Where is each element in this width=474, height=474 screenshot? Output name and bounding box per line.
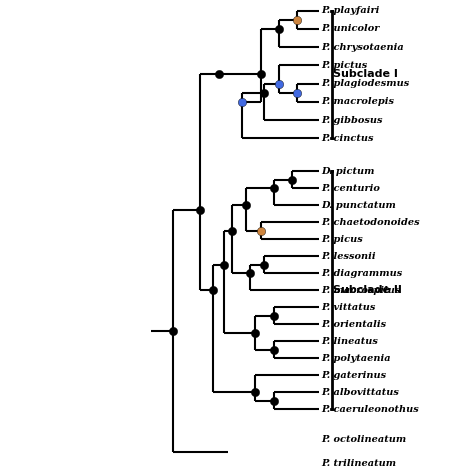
Text: P. plagiodesmus: P. plagiodesmus xyxy=(321,79,409,88)
Text: P. orientalis: P. orientalis xyxy=(321,319,386,328)
Text: P. cinctus: P. cinctus xyxy=(321,134,374,143)
Text: P. pictus: P. pictus xyxy=(321,61,367,70)
Text: P. gaterinus: P. gaterinus xyxy=(321,371,386,380)
Text: P. chrysotaenia: P. chrysotaenia xyxy=(321,43,404,52)
Text: P. trilineatum: P. trilineatum xyxy=(321,459,396,468)
Text: P. unicolor: P. unicolor xyxy=(321,24,379,33)
Text: P. macrolepis: P. macrolepis xyxy=(321,97,394,106)
Text: P. octolineatum: P. octolineatum xyxy=(321,435,406,444)
Text: P. gibbosus: P. gibbosus xyxy=(321,116,383,125)
Text: P. vittatus: P. vittatus xyxy=(321,302,375,311)
Text: P. lineatus: P. lineatus xyxy=(321,337,378,346)
Text: P. macrospilus: P. macrospilus xyxy=(321,286,401,295)
Text: P. diagrammus: P. diagrammus xyxy=(321,269,402,278)
Text: D. punctatum: D. punctatum xyxy=(321,201,396,210)
Text: P. chaetodonoides: P. chaetodonoides xyxy=(321,218,419,227)
Text: P. picus: P. picus xyxy=(321,235,363,244)
Text: P. centurio: P. centurio xyxy=(321,184,380,193)
Text: Subclade I: Subclade I xyxy=(333,70,398,80)
Text: P. playfairi: P. playfairi xyxy=(321,6,379,15)
Text: P. albovittatus: P. albovittatus xyxy=(321,388,399,397)
Text: Subclade II: Subclade II xyxy=(333,285,402,295)
Text: P. caeruleonothus: P. caeruleonothus xyxy=(321,404,419,413)
Text: P. lessonii: P. lessonii xyxy=(321,252,375,261)
Text: D. pictum: D. pictum xyxy=(321,167,374,176)
Text: P. polytaenia: P. polytaenia xyxy=(321,354,391,363)
